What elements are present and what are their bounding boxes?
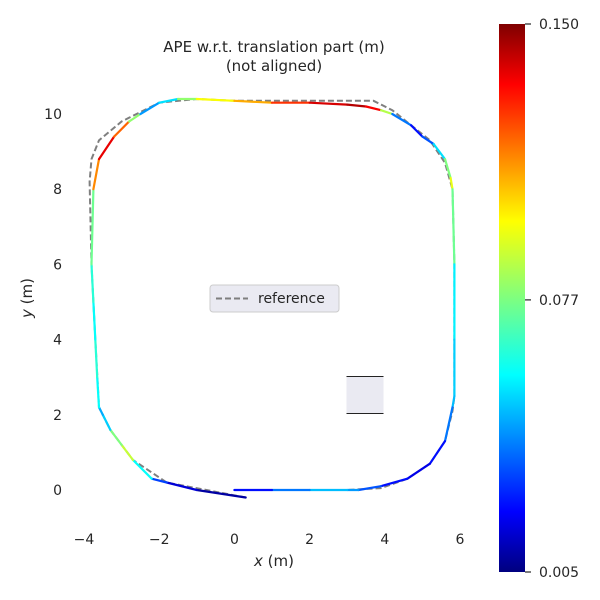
- x-tick-label: −2: [149, 532, 170, 548]
- colorbar-gradient: [499, 24, 525, 572]
- trajectory-segment: [406, 462, 431, 480]
- trajectory-segment: [94, 338, 99, 379]
- trajectory-segment: [90, 188, 95, 266]
- trajectory-segment: [410, 124, 424, 138]
- trajectory-segment: [150, 477, 168, 484]
- x-tick-label: −4: [74, 532, 95, 548]
- trajectory-segment: [195, 488, 247, 499]
- x-axis-label: x (m): [253, 552, 294, 570]
- plot-area: [88, 97, 456, 499]
- legend-reference-label: reference: [258, 291, 325, 307]
- legend-box: [209, 284, 340, 313]
- y-tick-label: 4: [53, 333, 62, 349]
- trajectory-segment: [120, 443, 134, 461]
- trajectory-segment: [101, 413, 112, 431]
- x-tick-label: 4: [380, 532, 389, 548]
- trajectory-segment: [451, 188, 456, 266]
- trajectory-segment: [97, 406, 104, 416]
- trajectory-segment: [96, 376, 101, 409]
- y-tick-label: 10: [44, 107, 62, 123]
- colorbar: 0.005 0.077 0.150: [499, 17, 579, 581]
- trajectory-segment: [432, 143, 447, 161]
- trajectory-segment: [357, 485, 383, 492]
- trajectory-segment: [379, 477, 409, 488]
- trajectory-segment: [139, 101, 161, 116]
- y-tick-label: 2: [53, 408, 62, 424]
- inset-box: [346, 376, 384, 414]
- colorbar-ticks: 0.005 0.077 0.150: [525, 17, 579, 581]
- trajectory-segment: [97, 135, 116, 161]
- trajectory-segment: [92, 158, 101, 191]
- colorbar-tick-label: 0.077: [539, 293, 579, 309]
- trajectory-segment: [308, 101, 349, 106]
- trajectory-segment: [421, 135, 435, 146]
- trajectory-segment: [92, 300, 97, 341]
- trajectory-segment: [391, 112, 413, 127]
- trajectory-segment: [90, 263, 95, 304]
- trajectory-segment: [158, 97, 180, 104]
- trajectory-segment: [128, 112, 142, 123]
- x-tick-label: 0: [230, 532, 239, 548]
- trajectory-segment: [443, 406, 454, 443]
- x-tick-label: 2: [305, 532, 314, 548]
- trajectory-segment: [346, 103, 368, 108]
- chart-title: APE w.r.t. translation part (m): [163, 38, 384, 56]
- colorbar-tick-label: 0.150: [539, 17, 579, 33]
- trajectory-segment: [443, 158, 452, 179]
- x-axis-ticks: −4 −2 0 2 4 6: [74, 532, 465, 548]
- trajectory-segment: [428, 440, 447, 465]
- y-axis-label: y (m): [18, 278, 36, 319]
- colorbar-tick-label: 0.005: [539, 565, 579, 581]
- trajectory-segment: [109, 428, 123, 446]
- trajectory-segment: [131, 458, 153, 480]
- y-tick-label: 8: [53, 182, 62, 198]
- trajectory-segment: [112, 120, 131, 138]
- trajectory-segment: [165, 481, 198, 492]
- trajectory-segment: [451, 394, 456, 409]
- y-axis-ticks: 0 2 4 6 8 10: [44, 107, 62, 499]
- trajectory-segment: [379, 109, 394, 116]
- trajectory-segment: [195, 97, 236, 102]
- trajectory-segment: [449, 176, 454, 191]
- x-tick-label: 6: [456, 532, 465, 548]
- y-tick-label: 6: [53, 257, 62, 273]
- inset-rectangle: [346, 376, 384, 414]
- legend: reference: [209, 284, 340, 313]
- y-tick-label: 0: [53, 483, 62, 499]
- chart-subtitle: (not aligned): [226, 57, 322, 75]
- trajectory-segment: [364, 105, 383, 112]
- trajectory-segment: [233, 99, 274, 104]
